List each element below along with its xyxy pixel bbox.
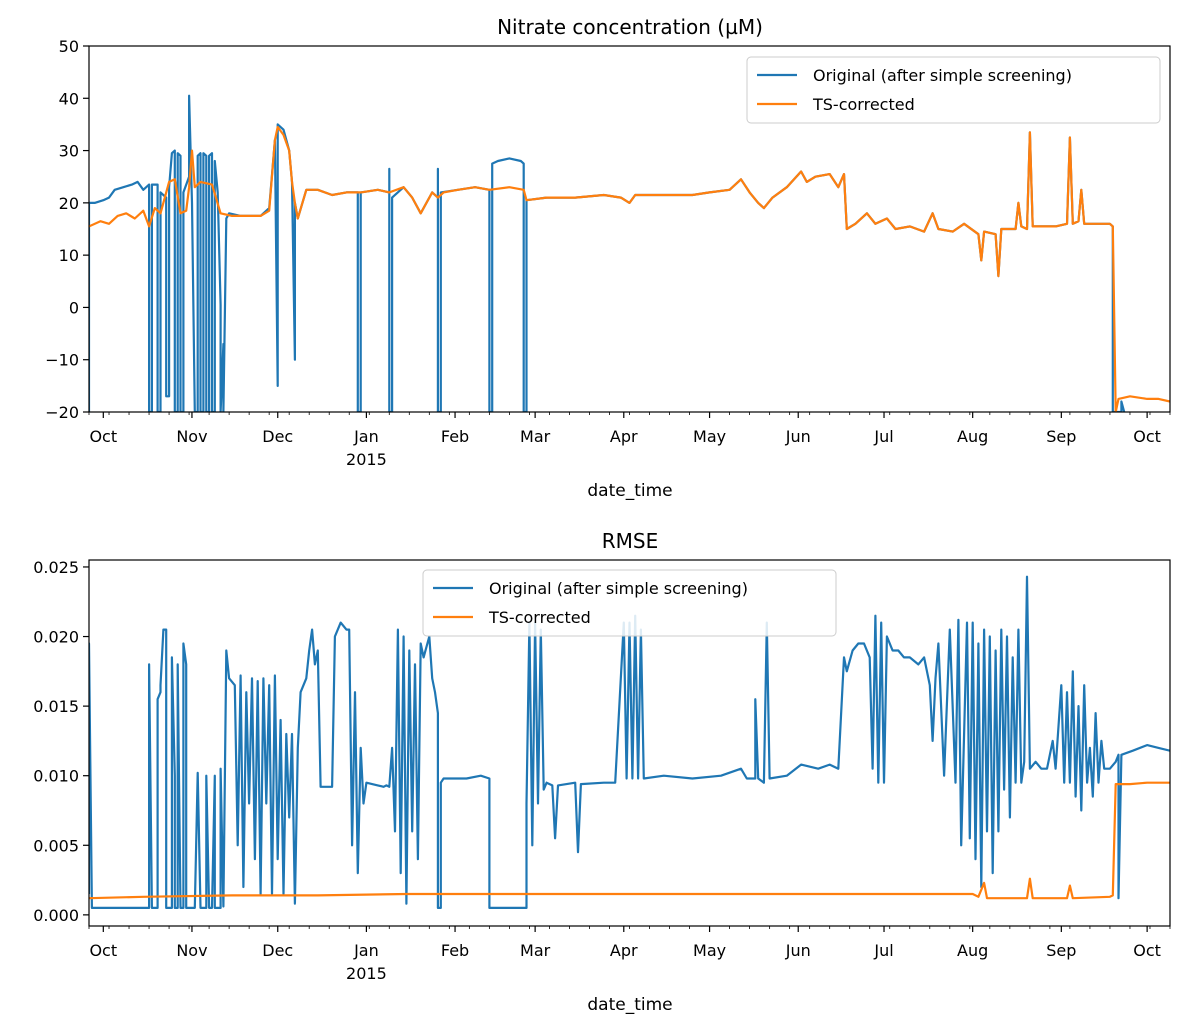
x-tick-label: Dec — [262, 941, 293, 960]
y-tick-label: 10 — [59, 246, 79, 265]
legend-box — [422, 569, 837, 637]
legend-label: TS-corrected — [812, 95, 915, 114]
x-axis-label: date_time — [587, 481, 672, 501]
legend: Original (after simple screening) TS-corr… — [422, 569, 837, 637]
x-tick-label: Sep — [1046, 427, 1076, 446]
series-line-ts-corrected — [89, 125, 1170, 412]
x-tick-label: Nov — [176, 941, 207, 960]
y-tick-label: 0 — [69, 298, 79, 317]
plot-lines — [89, 94, 1170, 412]
y-tick-label: 0.000 — [33, 906, 79, 925]
x-tick-label: Apr — [610, 941, 638, 960]
y-tick-label: 40 — [59, 89, 79, 108]
x-tick-label: Jan — [353, 941, 379, 960]
rmse-panel: RMSE 0.000 0.005 0.010 0.015 0.020 0.025 Oct No… — [33, 529, 1171, 1015]
chart-title: RMSE — [602, 529, 658, 553]
series-line-ts-corrected — [89, 781, 1170, 900]
x-tick-label: Feb — [441, 941, 469, 960]
plot-lines — [89, 575, 1170, 910]
y-tick-label: 0.010 — [33, 767, 79, 786]
axes-frame — [88, 45, 1171, 413]
x-tick-label: Jun — [785, 427, 811, 446]
x-tick-label: Mar — [520, 941, 551, 960]
x-tick-label: Jul — [873, 427, 893, 446]
x-tick-label: Nov — [176, 427, 207, 446]
chart-title: Nitrate concentration (µM) — [497, 15, 763, 39]
x-tick-label: Feb — [441, 427, 469, 446]
x-tick-label: Aug — [957, 941, 988, 960]
x-tick-label: Sep — [1046, 941, 1076, 960]
x-tick-label: Aug — [957, 427, 988, 446]
axes-ticks: −20 −10 0 10 20 30 40 50 Oct Nov Dec Jan 2015 Feb Mar A… — [45, 37, 1171, 469]
y-tick-label: 0.015 — [33, 697, 79, 716]
y-tick-label: 20 — [59, 194, 79, 213]
x-tick-label: May — [693, 427, 726, 446]
x-axis-label: date_time — [587, 995, 672, 1015]
legend-label: Original (after simple screening) — [489, 579, 748, 598]
y-tick-label: −20 — [45, 403, 79, 422]
y-tick-label: 30 — [59, 142, 79, 161]
x-tick-label: Jan — [353, 427, 379, 446]
x-tick-label: Dec — [262, 427, 293, 446]
x-tick-label: May — [693, 941, 726, 960]
series-line-original — [89, 575, 1170, 910]
nitrate-panel: Nitrate concentration (µM) −20 −10 0 10 20 30… — [45, 15, 1171, 501]
legend-box — [746, 56, 1161, 124]
y-tick-label: 50 — [59, 37, 79, 56]
x-tick-year-label: 2015 — [346, 450, 387, 469]
x-tick-label: Oct — [89, 941, 117, 960]
y-tick-label: −10 — [45, 351, 79, 370]
y-tick-label: 0.020 — [33, 628, 79, 647]
axes-frame — [88, 559, 1171, 927]
y-tick-label: 0.025 — [33, 558, 79, 577]
legend: Original (after simple screening) TS-corr… — [746, 56, 1161, 124]
legend-label: Original (after simple screening) — [813, 66, 1072, 85]
x-tick-label: Jun — [785, 941, 811, 960]
x-tick-label: Oct — [1133, 427, 1161, 446]
x-tick-label: Jul — [873, 941, 893, 960]
x-tick-label: Oct — [89, 427, 117, 446]
x-tick-label: Mar — [520, 427, 551, 446]
x-tick-label: Oct — [1133, 941, 1161, 960]
x-tick-label: Apr — [610, 427, 638, 446]
x-tick-year-label: 2015 — [346, 964, 387, 983]
y-tick-label: 0.005 — [33, 836, 79, 855]
legend-label: TS-corrected — [488, 608, 591, 627]
